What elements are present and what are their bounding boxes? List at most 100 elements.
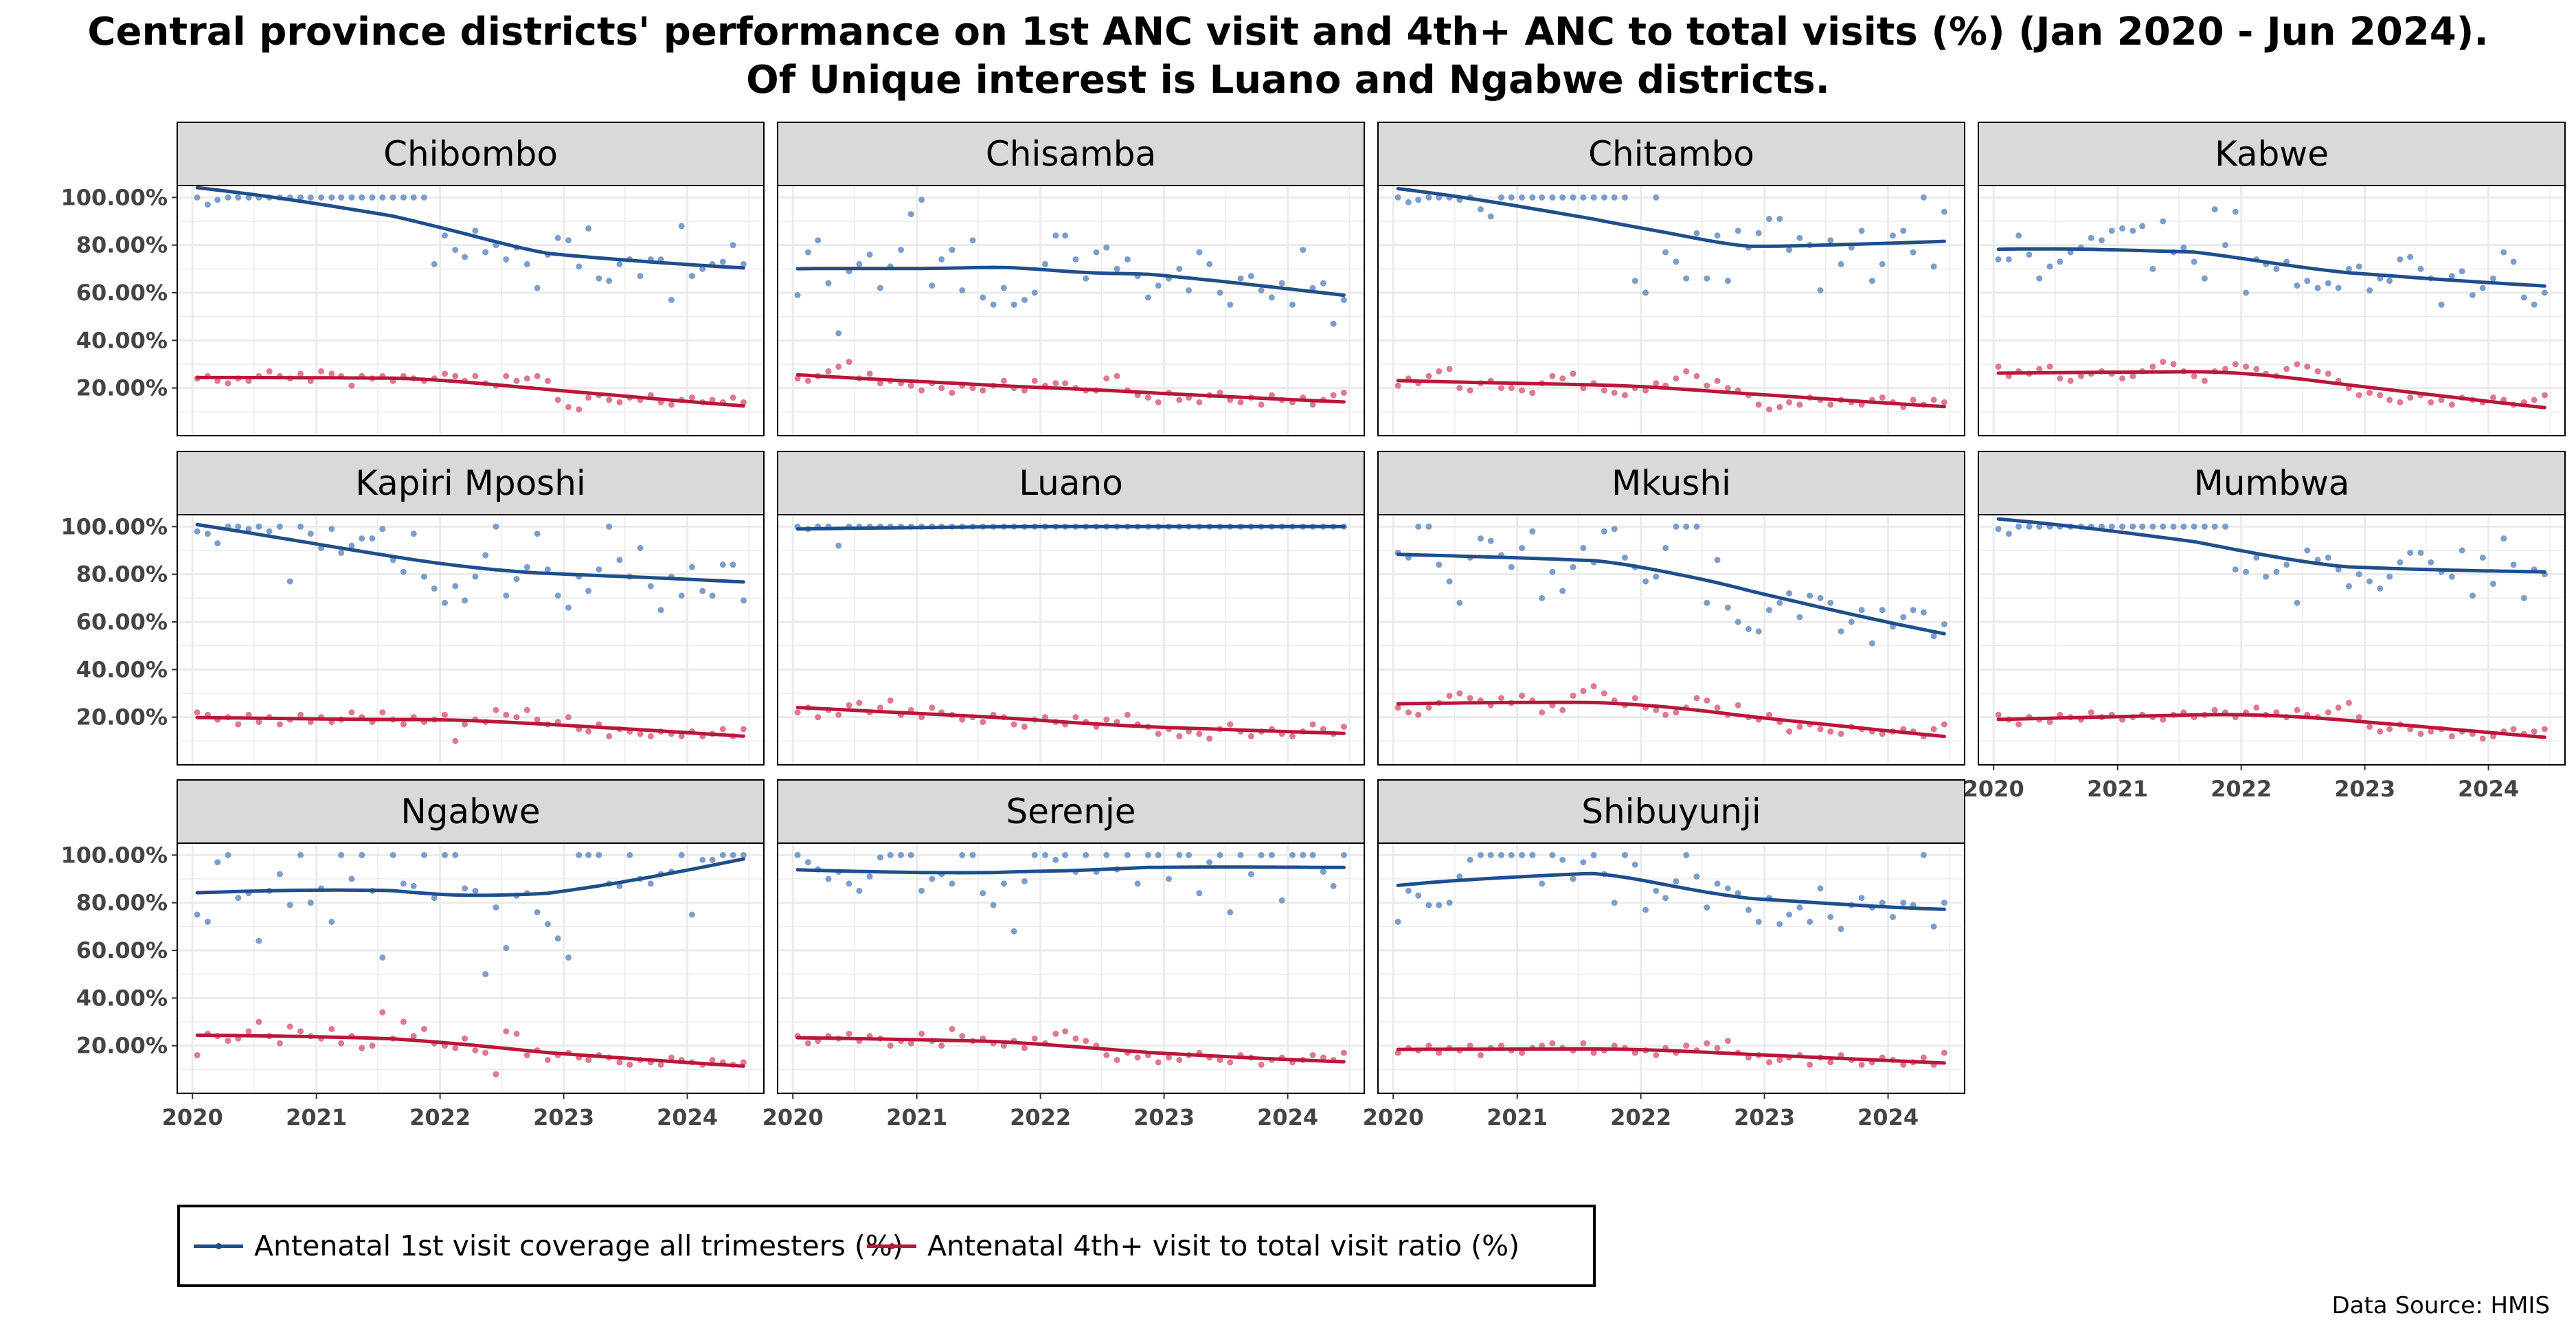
data-point (1755, 230, 1762, 236)
data-point (709, 856, 716, 863)
data-point (2098, 237, 2105, 244)
data-point (1796, 234, 1803, 241)
data-point (503, 256, 510, 263)
data-point (214, 540, 221, 547)
data-point (493, 904, 499, 911)
data-point (1796, 904, 1803, 911)
data-point (2273, 265, 2280, 272)
data-point (1519, 387, 1526, 394)
data-point (482, 971, 489, 978)
data-point (699, 265, 706, 272)
data-point (1786, 590, 1793, 596)
data-point (1807, 1061, 1814, 1068)
data-point (2201, 377, 2208, 384)
x-tick-label: 2024 (1857, 1104, 1919, 1130)
y-tick-label: 60.00% (76, 937, 168, 963)
data-point (338, 851, 345, 858)
trend-line (195, 522, 745, 584)
data-point (410, 882, 417, 889)
data-point (2232, 566, 2239, 573)
data-point (1724, 1038, 1731, 1045)
data-point (1217, 1056, 1223, 1063)
data-point (1042, 260, 1049, 267)
data-point (2397, 256, 2404, 263)
data-point (949, 390, 956, 397)
data-point (678, 851, 685, 858)
data-point (2294, 599, 2301, 606)
data-point (1549, 851, 1556, 858)
data-point (1206, 260, 1213, 267)
data-point (2314, 368, 2321, 375)
data-point (1415, 892, 1422, 899)
data-point (2273, 568, 2280, 575)
data-point (1467, 387, 1473, 394)
y-tick-label: 20.00% (76, 704, 168, 730)
data-point (1807, 918, 1814, 925)
data-point (585, 225, 592, 232)
data-point (918, 887, 925, 894)
data-point (1776, 599, 1783, 606)
data-point (1155, 399, 1162, 405)
data-point (1000, 880, 1007, 887)
data-point (596, 566, 602, 573)
trend-line (1396, 1047, 1946, 1065)
facet-label-chitambo: Chitambo (1588, 134, 1754, 174)
panel-background-chibombo (177, 186, 764, 436)
data-point (2397, 399, 2404, 405)
data-point (1446, 366, 1453, 372)
data-point (493, 1071, 499, 1077)
gridlines-chibombo (177, 186, 764, 436)
data-point (472, 372, 479, 379)
x-tick-label: 2022 (1010, 1104, 1071, 1130)
y-tick-label: 60.00% (76, 609, 168, 635)
data-point (2459, 268, 2465, 275)
data-point (2057, 258, 2064, 265)
data-point (1714, 377, 1721, 384)
data-point (990, 902, 997, 908)
data-point (2139, 223, 2146, 230)
data-point (1611, 526, 1618, 533)
data-point (338, 194, 345, 201)
data-point (709, 397, 716, 403)
data-point (1580, 385, 1587, 392)
data-point (554, 935, 561, 942)
data-point (2386, 397, 2393, 403)
data-point (2119, 523, 2126, 530)
data-point (1858, 1061, 1865, 1068)
data-point (1436, 368, 1443, 375)
data-point (1467, 695, 1473, 702)
data-point (1724, 278, 1731, 284)
data-point (462, 1035, 468, 1042)
panel-border-chitambo (1377, 185, 1965, 436)
data-point (1103, 1052, 1110, 1059)
data-point (503, 592, 510, 599)
data-point (2377, 275, 2384, 282)
data-point (1920, 1054, 1927, 1061)
data-point (1765, 607, 1772, 614)
data-point (1910, 607, 1917, 614)
data-point (740, 399, 747, 405)
data-point (1436, 561, 1443, 568)
data-point (1165, 1054, 1172, 1061)
panel-background-luano (778, 515, 1364, 765)
data-point (1683, 851, 1690, 858)
data-point (1021, 724, 1028, 730)
data-point (1817, 726, 1824, 733)
data-point (1704, 599, 1710, 606)
data-point (286, 578, 293, 585)
data-point (266, 528, 273, 535)
data-point (235, 895, 242, 902)
series-fourth-visit-serenje (794, 1025, 1347, 1068)
data-point (1601, 387, 1607, 394)
data-point (887, 697, 894, 704)
data-point (442, 232, 449, 239)
facet-strip-kabwe (1978, 122, 2566, 186)
data-point (1570, 370, 1577, 377)
data-point (1900, 1061, 1907, 1068)
data-point (1539, 594, 1546, 601)
data-point (1237, 275, 1244, 282)
data-point (1539, 1042, 1546, 1049)
data-point (1083, 1038, 1089, 1045)
data-point (1559, 856, 1566, 863)
data-point (348, 875, 355, 882)
